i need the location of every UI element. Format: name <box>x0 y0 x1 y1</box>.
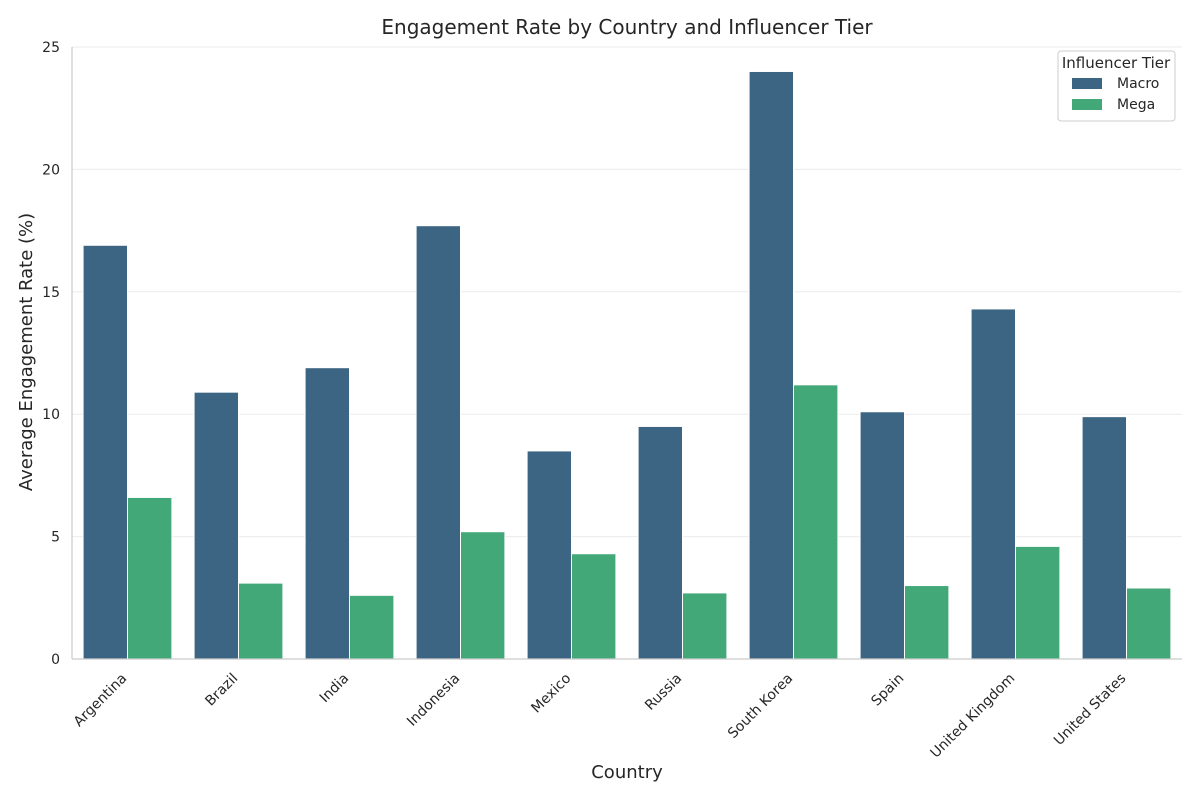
x-tick-label: Spain <box>868 671 907 710</box>
x-axis-title: Country <box>591 762 663 783</box>
y-tick-label: 25 <box>42 40 60 56</box>
y-tick-label: 0 <box>51 652 60 668</box>
bar-mega-indonesia <box>460 531 506 660</box>
legend-swatch-mega <box>1072 99 1102 110</box>
bar-mega-south-korea <box>793 384 839 660</box>
legend-label-mega: Mega <box>1117 97 1155 113</box>
axes-layer <box>71 47 1182 660</box>
bar-macro-indonesia <box>415 225 462 660</box>
bar-mega-united-kingdom <box>1015 545 1061 660</box>
legend-title: Influencer Tier <box>1062 54 1171 72</box>
bar-macro-argentina <box>82 244 128 660</box>
bar-macro-brazil <box>193 391 240 660</box>
legend: Influencer Tier Macro Mega <box>1057 50 1176 122</box>
bar-mega-mexico <box>571 553 617 660</box>
bar-macro-russia <box>637 425 683 660</box>
legend-swatch-macro <box>1072 78 1102 89</box>
x-tick-label: Mexico <box>528 671 574 717</box>
x-tick-label: South Korea <box>725 671 796 742</box>
bar-mega-russia <box>682 592 728 660</box>
bar-macro-south-korea <box>748 70 794 660</box>
chart-title: Engagement Rate by Country and Influence… <box>381 15 873 39</box>
x-tick-label: Argentina <box>71 671 131 731</box>
bar-mega-brazil <box>238 582 284 660</box>
bar-macro-united-kingdom <box>970 308 1016 660</box>
y-tick-label: 5 <box>51 530 60 546</box>
bar-mega-india <box>349 594 395 660</box>
y-tick-labels: 0 5 10 15 20 25 <box>42 40 60 668</box>
x-tick-labels: Argentina Brazil India Indonesia Mexico Russi… <box>71 671 1130 762</box>
bar-mega-united-states <box>1126 587 1172 660</box>
bar-macro-mexico <box>526 450 572 660</box>
y-axis-title: Average Engagement Rate (%) <box>16 213 37 491</box>
bar-macro-united-states <box>1081 416 1127 660</box>
x-tick-label: United Kingdom <box>928 671 1019 762</box>
bar-macro-india <box>304 367 351 660</box>
bars-layer <box>82 70 1172 660</box>
y-tick-label: 20 <box>42 162 60 178</box>
x-tick-label: India <box>317 671 353 707</box>
y-tick-label: 10 <box>42 407 60 423</box>
x-tick-label: Indonesia <box>404 671 463 730</box>
bar-mega-argentina <box>127 496 173 660</box>
y-tick-label: 15 <box>42 285 60 301</box>
x-tick-label: Russia <box>642 671 685 714</box>
bar-macro-spain <box>859 411 905 660</box>
bar-mega-spain <box>904 585 950 660</box>
legend-label-macro: Macro <box>1117 76 1159 92</box>
x-tick-label: United States <box>1051 671 1129 749</box>
legend-items: Macro Mega <box>1072 76 1159 113</box>
x-tick-label: Brazil <box>202 671 241 710</box>
